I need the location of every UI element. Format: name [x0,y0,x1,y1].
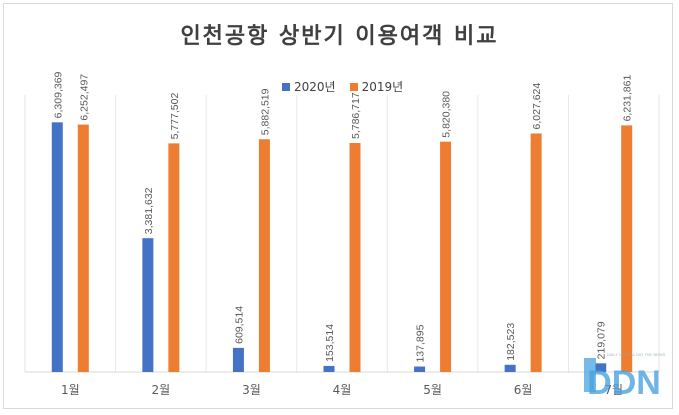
bar-2019-6 [530,133,542,372]
x-tick-label: 4월 [333,383,352,397]
data-label-2020-5: 137,895 [415,324,427,362]
data-label-2020-3: 609,514 [233,306,245,344]
x-tick-label: 6월 [514,383,533,397]
data-label-2019-1: 6,252,497 [78,74,90,121]
data-label-2020-2: 3,381,632 [143,187,155,234]
data-label-2019-5: 5,820,380 [441,91,453,138]
bar-2019-7 [621,125,633,372]
data-label-2020-6: 182,523 [505,323,517,361]
bar-2019-3 [258,139,270,372]
data-label-2019-3: 5,882,519 [259,88,271,135]
bar-2019-1 [77,124,89,372]
legend-item-2020: 2020년 [282,78,336,95]
bar-2020-2 [142,238,154,372]
chart-title: 인천공항 상반기 이용여객 비교 [180,24,499,49]
bar-2020-6 [504,364,516,372]
bar-2020-5 [414,366,426,372]
data-label-2019-4: 5,786,717 [350,92,362,139]
bar-2020-4 [323,365,335,372]
bar-2020-3 [232,347,244,372]
legend-swatch-2020 [282,82,290,91]
x-tick-label: 2월 [152,383,171,397]
data-label-2019-2: 5,777,502 [169,93,181,140]
chart-frame [3,3,673,409]
bar-2019-2 [168,143,180,372]
watermark-text: DDN [587,364,661,402]
bar-2020-7 [595,363,607,372]
data-label-2020-4: 153,514 [324,324,336,362]
ddn-watermark-logo: DDN DAILY DRIVE & DIG THE NEWS [584,352,666,402]
x-tick-label: 7월 [604,383,623,397]
data-label-2020-1: 6,309,369 [52,71,64,118]
legend-swatch-2019 [349,82,358,91]
legend-item-2019: 2019년 [349,78,404,95]
bar-2019-4 [349,143,361,372]
watermark-tagline: DAILY DRIVE & DIG THE NEWS [607,352,666,357]
bar-2020-1 [51,122,63,372]
data-label-2019-7: 6,231,861 [622,75,634,122]
data-label-2019-6: 6,027,624 [531,83,543,130]
legend-label-2019: 2019년 [361,80,404,94]
data-label-2020-7: 219,079 [596,321,608,359]
bar-2019-5 [440,141,452,372]
x-tick-label: 1월 [61,383,80,397]
x-tick-label: 5월 [423,383,442,397]
x-tick-label: 3월 [242,383,261,397]
legend: 2020년 2019년 [282,78,403,95]
legend-label-2020: 2020년 [294,80,336,94]
